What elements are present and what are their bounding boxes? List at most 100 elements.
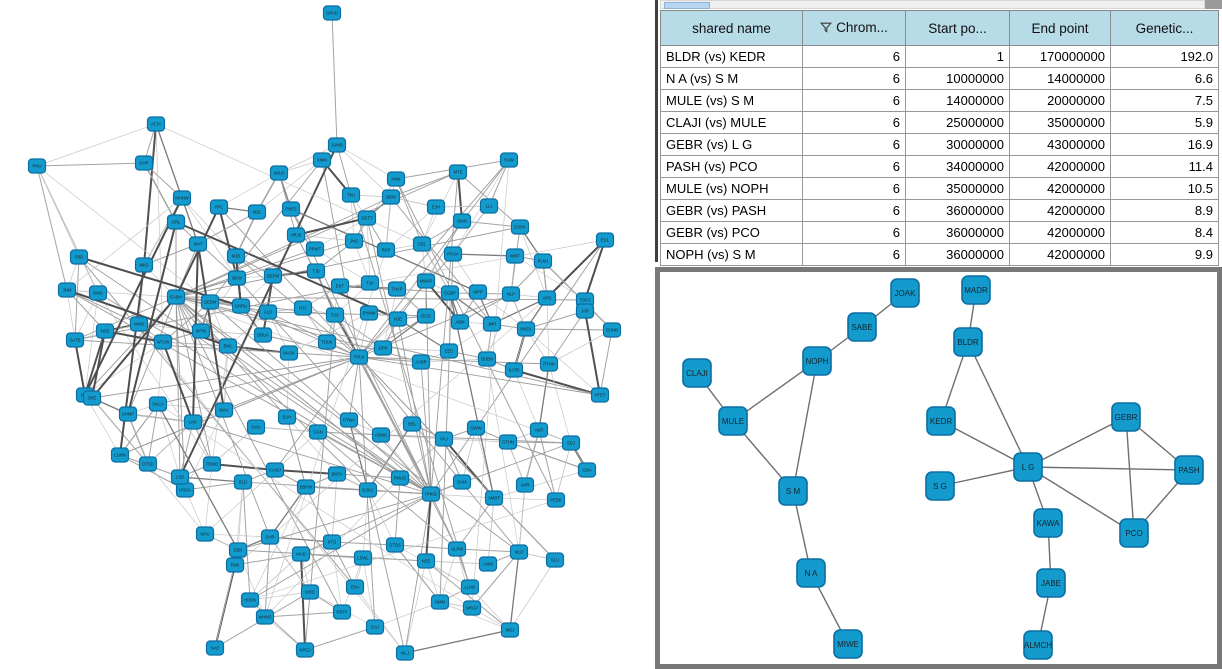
network-node[interactable]: RNEK: [516, 321, 536, 337]
shared-name-cell[interactable]: CLAJI (vs) MULE: [660, 111, 803, 134]
network-node[interactable]: PHKD: [421, 486, 441, 502]
network-node[interactable]: JJPK: [373, 340, 393, 356]
network-node[interactable]: PAJ: [434, 431, 454, 447]
network-node[interactable]: DMN: [452, 213, 472, 229]
shared-name-cell[interactable]: NOPH (vs) S M: [660, 243, 803, 266]
start-position-cell[interactable]: 14000000: [905, 89, 1010, 112]
network-node[interactable]: RKP: [376, 242, 396, 258]
start-position-cell[interactable]: 10000000: [905, 67, 1010, 90]
network-node[interactable]: MKS: [134, 257, 154, 273]
network-node[interactable]: RAW: [499, 152, 519, 168]
node-joak[interactable]: JOAK: [890, 278, 920, 308]
network-node[interactable]: ENA: [345, 579, 365, 595]
network-node[interactable]: NMM: [430, 594, 450, 610]
network-node[interactable]: BBL: [402, 416, 422, 432]
network-node[interactable]: KAWJ: [265, 462, 285, 478]
network-node[interactable]: NSE: [95, 323, 115, 339]
chromosome-cell[interactable]: 6: [802, 133, 906, 156]
network-node[interactable]: PMUG: [390, 470, 410, 486]
network-node[interactable]: TUG: [325, 307, 345, 323]
network-node[interactable]: MDJ: [500, 622, 520, 638]
network-node[interactable]: AWK: [386, 171, 406, 187]
node-mule[interactable]: MULE: [718, 406, 748, 436]
end-point-cell[interactable]: 20000000: [1009, 89, 1111, 112]
column-header-start-position[interactable]: Start po...: [905, 10, 1010, 46]
network-node[interactable]: SDL: [412, 236, 432, 252]
node-l-g[interactable]: L G: [1013, 452, 1043, 482]
network-node[interactable]: NPGJ: [295, 642, 315, 658]
network-node[interactable]: ATJA: [146, 116, 166, 132]
network-node[interactable]: DKLA: [148, 396, 168, 412]
network-node[interactable]: NLP: [501, 286, 521, 302]
network-node[interactable]: MLD: [509, 544, 529, 560]
column-header-chromosome[interactable]: Chrom...: [802, 10, 906, 46]
chromosome-cell[interactable]: 6: [802, 45, 906, 68]
genetic-distance-cell[interactable]: 192.0: [1110, 45, 1219, 68]
end-point-cell[interactable]: 14000000: [1009, 67, 1111, 90]
network-node[interactable]: NTL: [293, 300, 313, 316]
network-node[interactable]: NHU: [195, 526, 215, 542]
network-node[interactable]: MDL: [247, 204, 267, 220]
genetic-distance-cell[interactable]: 6.6: [1110, 67, 1219, 90]
network-node[interactable]: APG: [537, 290, 557, 306]
network-node[interactable]: RPL: [209, 199, 229, 215]
scrollbar-thumb[interactable]: [664, 2, 710, 9]
network-edge[interactable]: [1027, 466, 1190, 471]
shared-name-cell[interactable]: N A (vs) S M: [660, 67, 803, 90]
network-node[interactable]: TDUK: [317, 334, 337, 350]
node-kawa[interactable]: KAWA: [1033, 508, 1063, 538]
node-pco[interactable]: PCO: [1119, 518, 1149, 548]
end-point-cell[interactable]: 43000000: [1009, 133, 1111, 156]
network-node[interactable]: HTET: [590, 387, 610, 403]
network-node[interactable]: EJH: [426, 199, 446, 215]
shared-name-cell[interactable]: GEBR (vs) L G: [660, 133, 803, 156]
end-point-cell[interactable]: 42000000: [1009, 177, 1111, 200]
chromosome-cell[interactable]: 6: [802, 89, 906, 112]
table-row[interactable]: GEBR (vs) PASH 6 36000000 42000000 8.9: [660, 199, 1219, 222]
table-row[interactable]: BLDR (vs) KEDR 6 1 170000000 192.0: [660, 45, 1219, 68]
chromosome-cell[interactable]: 6: [802, 67, 906, 90]
node-madr[interactable]: MADR: [961, 275, 991, 305]
network-node[interactable]: EHNB: [602, 322, 622, 338]
network-node[interactable]: MAD: [291, 546, 311, 562]
network-node[interactable]: TNJ: [341, 187, 361, 203]
network-node[interactable]: EDL: [595, 232, 615, 248]
node-jabe[interactable]: JABE: [1036, 568, 1066, 598]
network-edge[interactable]: [792, 360, 818, 492]
network-node[interactable]: EGBP: [440, 285, 460, 301]
network-node[interactable]: GWW: [466, 420, 486, 436]
start-position-cell[interactable]: 36000000: [905, 221, 1010, 244]
network-edge[interactable]: [1027, 466, 1135, 534]
overview-network-canvas[interactable]: GRUD ATJA RNU DHR JUMD KMM JMUS AWK MTE RAW EDL PBD…: [0, 0, 655, 669]
network-node[interactable]: LWM: [478, 556, 498, 572]
genetic-distance-cell[interactable]: 16.9: [1110, 133, 1219, 156]
network-node[interactable]: RTNN: [539, 356, 559, 372]
network-node[interactable]: PEBK: [546, 492, 566, 508]
network-node[interactable]: KTG: [322, 534, 342, 550]
end-point-cell[interactable]: 170000000: [1009, 45, 1111, 68]
chromosome-cell[interactable]: 6: [802, 243, 906, 266]
network-node[interactable]: HTWA: [339, 412, 359, 428]
network-node[interactable]: MJB: [226, 248, 246, 264]
start-position-cell[interactable]: 30000000: [905, 133, 1010, 156]
network-node[interactable]: EKT: [330, 278, 350, 294]
network-node[interactable]: BBHW: [296, 479, 316, 495]
network-node[interactable]: PBTP: [332, 604, 352, 620]
network-node[interactable]: DBUA: [253, 327, 273, 343]
network-node[interactable]: EHMM: [359, 305, 379, 321]
network-edge[interactable]: [1125, 416, 1135, 534]
network-node[interactable]: WTW: [191, 323, 211, 339]
network-node[interactable]: GGN: [308, 424, 328, 440]
network-node[interactable]: WMT: [505, 248, 525, 264]
network-node[interactable]: BKPA: [327, 466, 347, 482]
network-node[interactable]: TJA: [360, 275, 380, 291]
network-node[interactable]: LLJ: [479, 198, 499, 214]
network-node[interactable]: ALD: [258, 304, 278, 320]
end-point-cell[interactable]: 42000000: [1009, 243, 1111, 266]
genetic-distance-cell[interactable]: 8.4: [1110, 221, 1219, 244]
network-edge[interactable]: [1027, 416, 1127, 468]
node-pash[interactable]: PASH: [1174, 455, 1204, 485]
node-noph[interactable]: NOPH: [802, 346, 832, 376]
table-row[interactable]: MULE (vs) NOPH 6 35000000 42000000 10.5: [660, 177, 1219, 200]
network-node[interactable]: LLMS: [460, 579, 480, 595]
